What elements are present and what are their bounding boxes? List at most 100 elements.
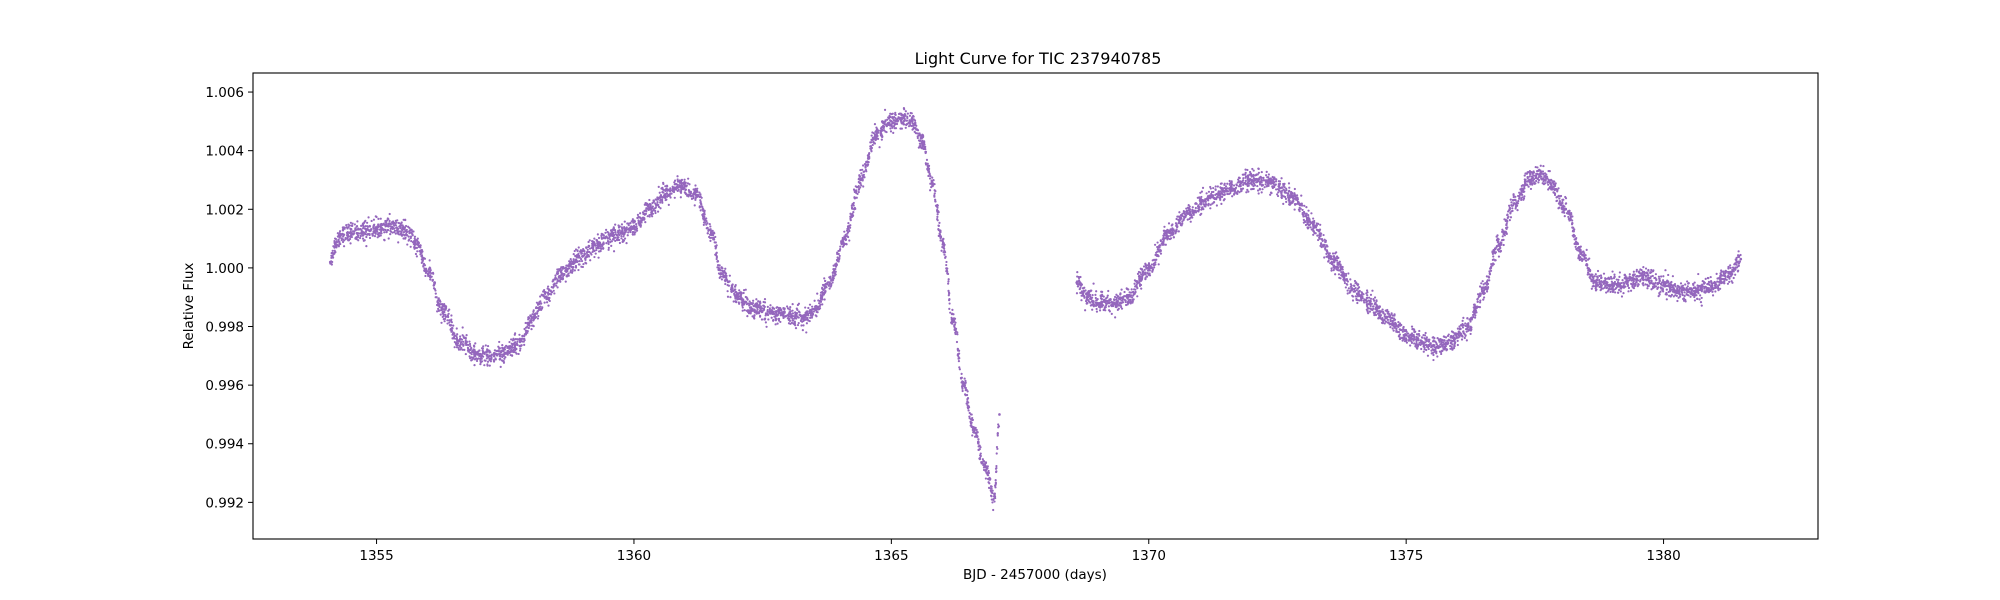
data-point <box>964 389 967 392</box>
data-point <box>1194 211 1198 214</box>
data-point <box>428 259 431 262</box>
data-point <box>885 130 888 134</box>
data-point <box>570 263 573 266</box>
data-point <box>434 292 437 295</box>
data-point <box>564 280 567 283</box>
data-point <box>376 228 379 231</box>
data-point <box>908 119 911 122</box>
data-point <box>639 225 642 228</box>
data-point <box>1246 188 1249 191</box>
data-point <box>1276 193 1279 196</box>
data-point <box>582 262 585 266</box>
data-point <box>1223 182 1226 185</box>
data-point <box>459 343 462 346</box>
data-point <box>1112 301 1115 304</box>
data-point <box>1175 217 1178 221</box>
data-point <box>459 348 462 351</box>
data-point <box>481 350 485 354</box>
data-point <box>904 126 907 129</box>
data-point <box>1155 258 1158 261</box>
data-point <box>879 132 882 136</box>
data-point <box>633 227 636 231</box>
data-point <box>1255 181 1258 184</box>
data-point <box>1244 176 1247 179</box>
data-point <box>509 350 512 354</box>
data-point <box>354 229 357 232</box>
data-point <box>969 424 972 427</box>
data-point <box>1338 260 1341 263</box>
data-point <box>437 309 440 312</box>
data-point <box>414 252 418 256</box>
data-point <box>714 241 717 244</box>
data-point <box>484 344 487 347</box>
data-point <box>1241 179 1245 182</box>
data-point <box>990 498 993 501</box>
data-point <box>421 258 425 261</box>
data-point <box>443 317 447 320</box>
data-point <box>591 240 594 243</box>
data-point <box>576 249 579 252</box>
data-point <box>461 326 464 329</box>
data-point <box>1223 187 1226 190</box>
data-point <box>636 213 640 216</box>
data-point <box>1200 208 1203 211</box>
data-point <box>862 170 865 173</box>
data-point <box>576 260 579 263</box>
data-point <box>474 342 477 345</box>
data-point <box>788 308 791 311</box>
data-point <box>1219 186 1222 189</box>
data-point <box>565 270 568 273</box>
data-point <box>515 348 518 351</box>
data-point <box>699 202 703 205</box>
data-point <box>807 306 810 310</box>
data-point <box>1178 211 1181 214</box>
data-point <box>1199 200 1202 203</box>
data-point <box>1120 307 1124 310</box>
data-point <box>539 295 542 298</box>
data-point <box>724 282 727 286</box>
data-point <box>1192 213 1195 216</box>
data-point <box>631 230 634 234</box>
data-point <box>382 228 385 232</box>
data-point <box>446 322 449 325</box>
data-point <box>664 193 667 196</box>
data-point <box>607 246 610 249</box>
data-point <box>676 175 679 178</box>
data-point <box>1183 217 1186 220</box>
data-point <box>367 233 370 236</box>
data-point <box>421 255 424 259</box>
data-point <box>753 309 757 312</box>
data-point <box>1108 310 1111 313</box>
data-point <box>598 245 602 248</box>
data-point <box>792 322 795 325</box>
data-point <box>641 218 644 221</box>
data-point <box>1142 270 1145 274</box>
data-point <box>589 259 592 262</box>
data-point <box>490 354 493 357</box>
data-point <box>679 196 682 199</box>
data-point <box>744 295 747 299</box>
data-point <box>793 317 796 320</box>
data-point <box>376 230 379 233</box>
data-point <box>588 239 591 242</box>
data-point <box>921 145 924 148</box>
data-point <box>699 199 702 202</box>
data-point <box>1127 294 1131 297</box>
data-point <box>1102 300 1105 303</box>
data-point <box>657 185 660 188</box>
data-point <box>351 222 354 225</box>
data-point <box>834 273 837 276</box>
data-point <box>936 215 939 218</box>
data-point <box>503 348 507 351</box>
data-point <box>1315 228 1319 231</box>
data-point <box>344 237 347 240</box>
data-point <box>1296 194 1299 197</box>
data-point <box>945 263 948 267</box>
data-point <box>1360 291 1363 294</box>
data-point <box>945 260 948 264</box>
data-point <box>687 177 690 180</box>
data-point <box>596 233 599 236</box>
data-point <box>337 233 341 237</box>
data-point <box>1083 296 1086 299</box>
data-point <box>903 112 906 116</box>
